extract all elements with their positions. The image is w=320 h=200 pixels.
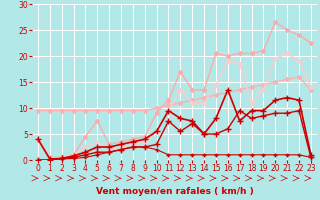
X-axis label: Vent moyen/en rafales ( km/h ): Vent moyen/en rafales ( km/h ) — [96, 187, 253, 196]
